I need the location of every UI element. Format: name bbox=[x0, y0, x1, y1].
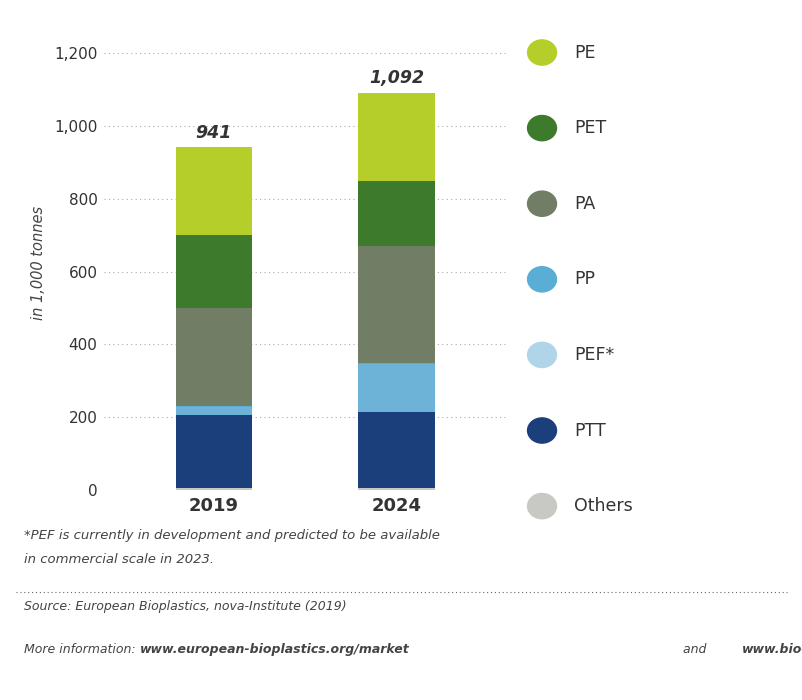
Bar bbox=[358, 488, 434, 490]
Text: PET: PET bbox=[573, 119, 606, 137]
Text: PE: PE bbox=[573, 43, 595, 62]
Text: Others: Others bbox=[573, 497, 632, 515]
Bar bbox=[176, 148, 252, 234]
Bar bbox=[176, 234, 252, 307]
Text: www.european-bioplastics.org/market: www.european-bioplastics.org/market bbox=[140, 643, 409, 656]
Bar bbox=[358, 181, 434, 246]
Text: More information:: More information: bbox=[24, 643, 140, 656]
Text: PP: PP bbox=[573, 270, 594, 288]
Bar bbox=[358, 363, 434, 365]
Text: PTT: PTT bbox=[573, 421, 606, 440]
Text: PEF*: PEF* bbox=[573, 346, 614, 364]
Bar bbox=[358, 365, 434, 412]
Bar bbox=[176, 307, 252, 406]
Text: Source: European Bioplastics, nova-Institute (2019): Source: European Bioplastics, nova-Insti… bbox=[24, 600, 346, 613]
Bar bbox=[358, 412, 434, 488]
Bar bbox=[176, 488, 252, 490]
Text: 941: 941 bbox=[196, 124, 232, 142]
Text: in commercial scale in 2023.: in commercial scale in 2023. bbox=[24, 553, 214, 566]
Bar bbox=[358, 246, 434, 363]
Bar bbox=[176, 406, 252, 407]
Text: PA: PA bbox=[573, 195, 594, 213]
Bar bbox=[358, 92, 434, 181]
Bar bbox=[176, 407, 252, 415]
Text: and: and bbox=[678, 643, 710, 656]
Y-axis label: in 1,000 tonnes: in 1,000 tonnes bbox=[30, 205, 46, 320]
Text: *PEF is currently in development and predicted to be available: *PEF is currently in development and pre… bbox=[24, 528, 439, 542]
Text: www.bio-based.eu/markets: www.bio-based.eu/markets bbox=[741, 643, 802, 656]
Bar bbox=[176, 415, 252, 488]
Text: 1,092: 1,092 bbox=[368, 69, 423, 87]
